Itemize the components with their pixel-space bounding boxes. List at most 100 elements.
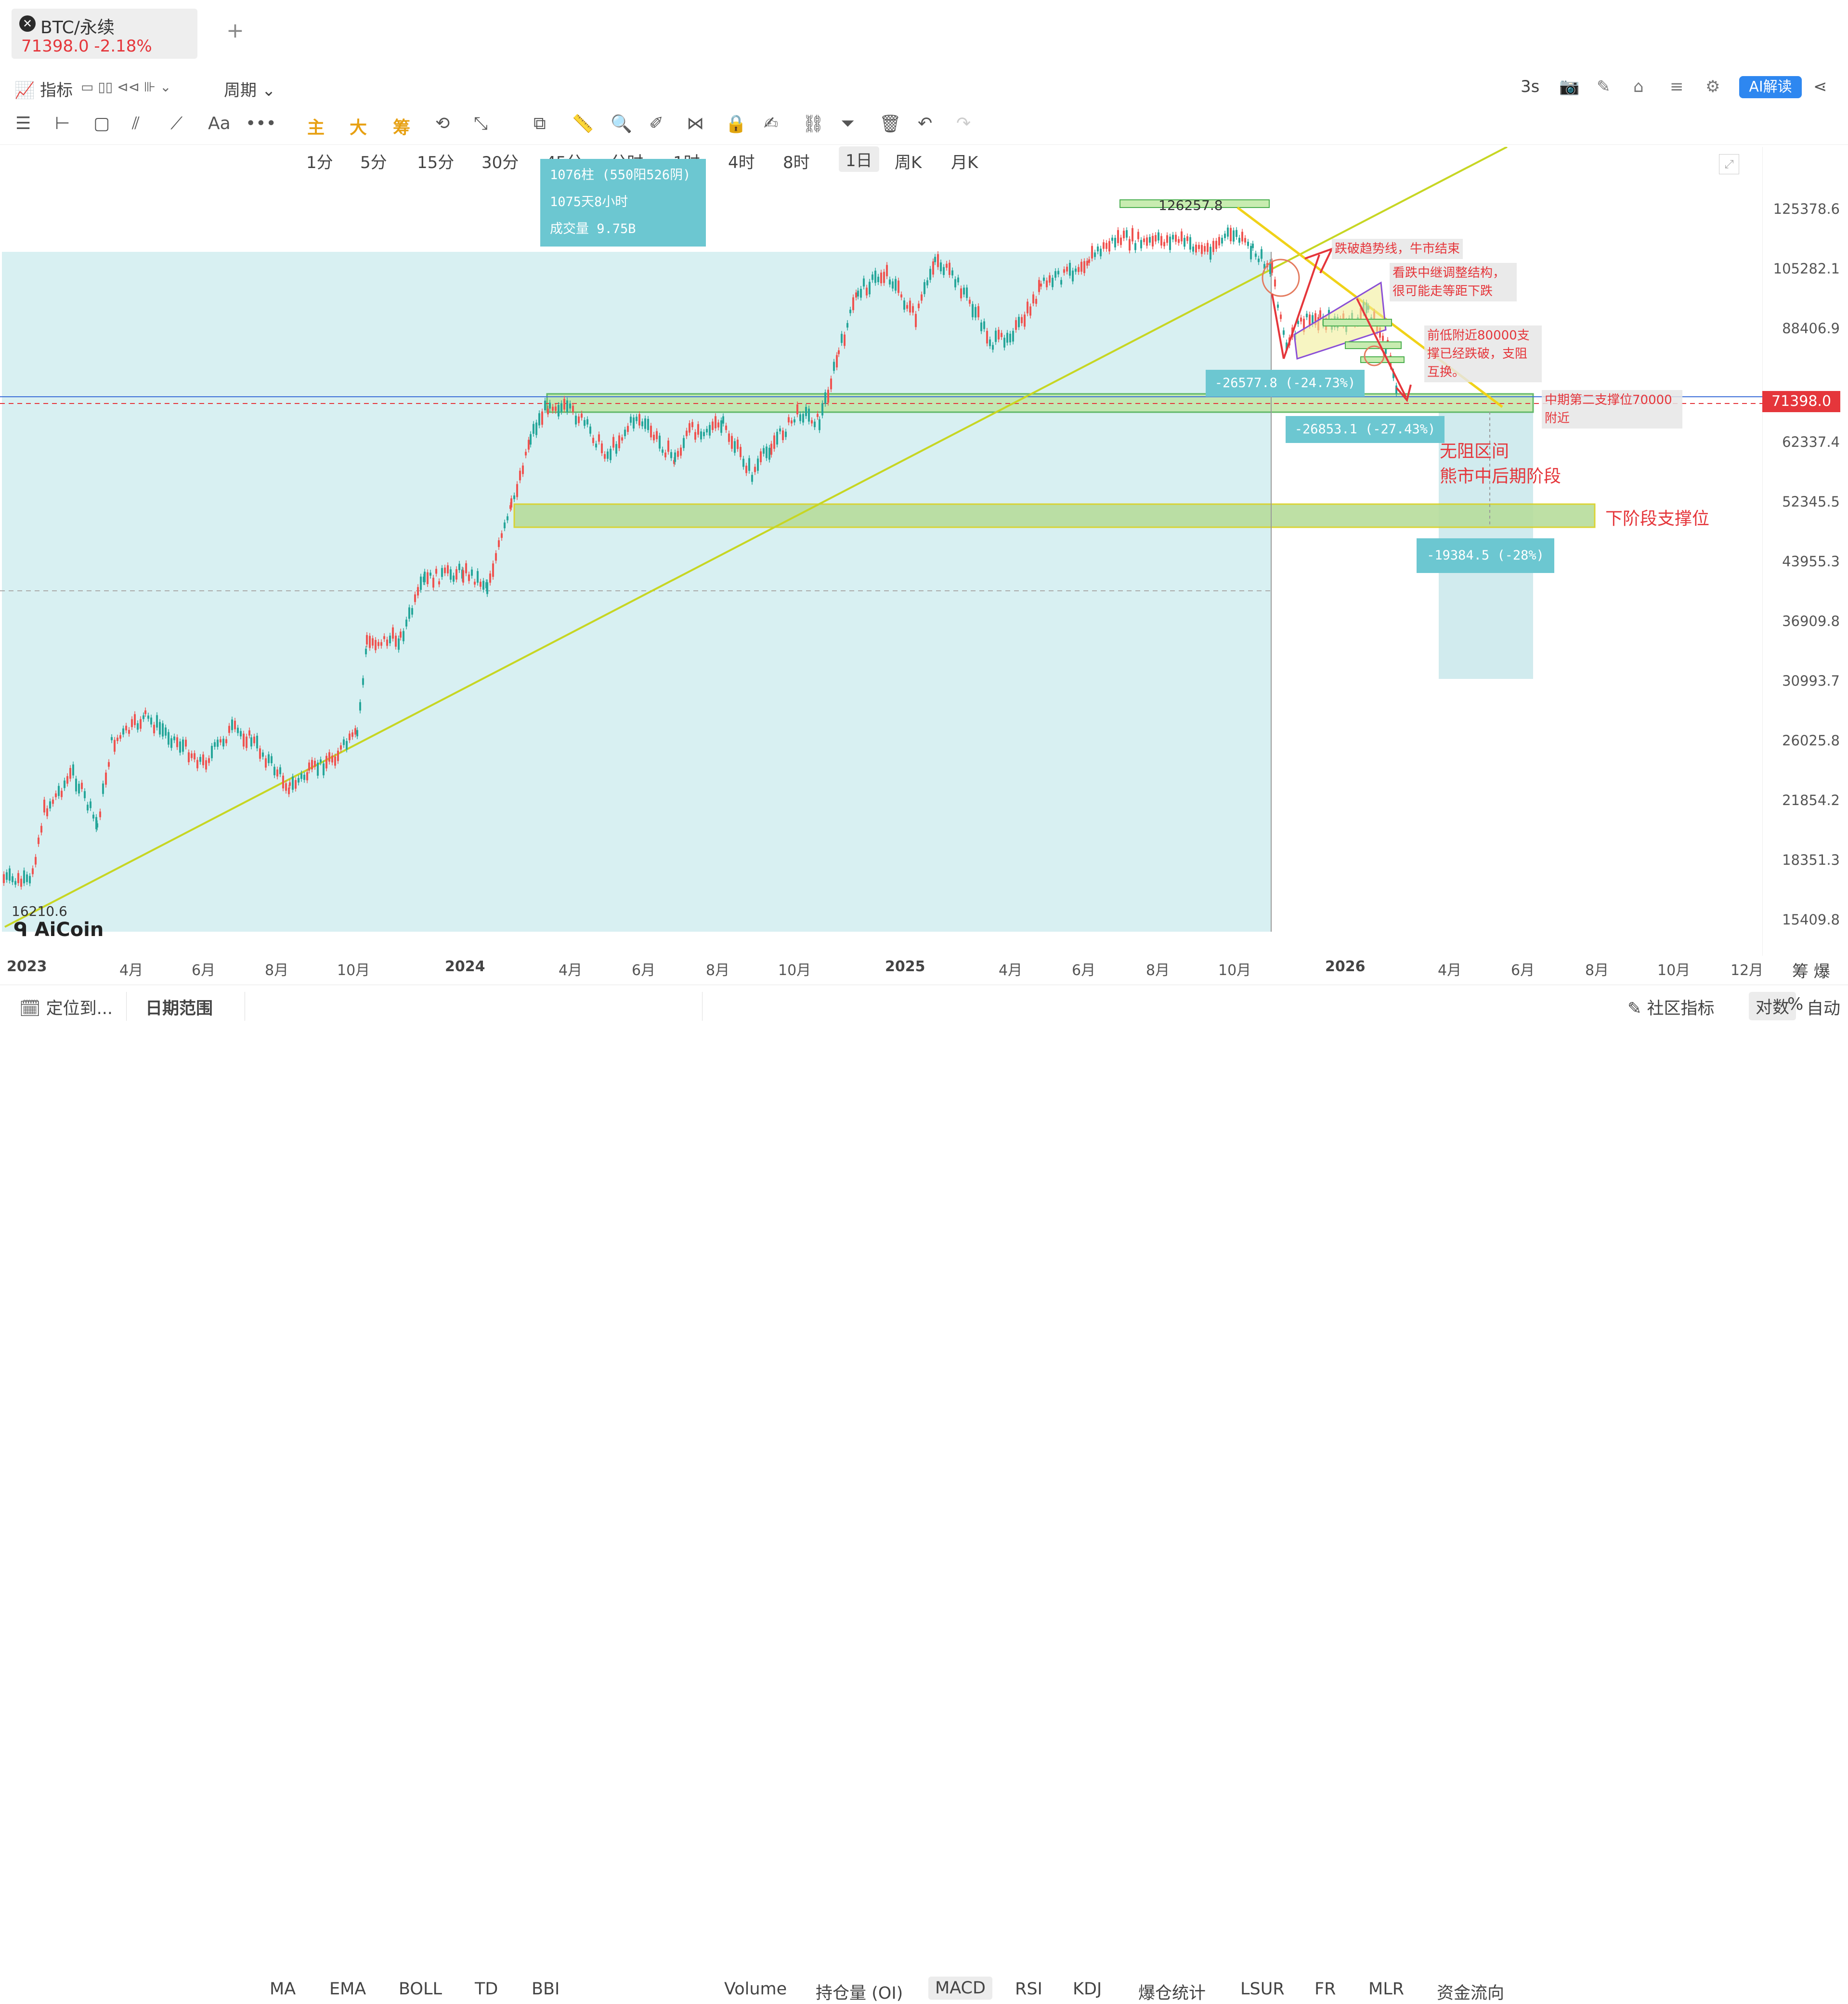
sub-indicator-0[interactable]: Volume [724, 1979, 787, 1999]
magnet-icon[interactable]: ⋈ [687, 114, 704, 133]
ruler-icon[interactable]: 📏 [572, 114, 594, 134]
candle [489, 573, 491, 583]
interval-2[interactable]: 15分 [417, 153, 455, 172]
candle [547, 408, 549, 415]
rectangle-icon[interactable]: ▢ [93, 114, 110, 133]
measure-icon[interactable]: ⤡ [474, 114, 488, 133]
price-axis[interactable]: 125378.6 105282.1 88406.9 62337.4 52345.5 439… [1762, 147, 1848, 956]
interval-0[interactable]: 1分 [306, 153, 333, 172]
interval-10[interactable]: 周K [895, 153, 922, 172]
period-dropdown[interactable]: 周期 ⌄ [224, 77, 275, 101]
interval-7[interactable]: 4时 [728, 153, 755, 172]
candle [480, 582, 482, 587]
ai-analysis-button[interactable]: AI解读 [1739, 76, 1802, 98]
layout-icons[interactable]: ▭ ▯▯ ⊲⊲ ⊪ ⌄ [81, 79, 171, 95]
candle [69, 768, 71, 779]
candle [757, 458, 759, 471]
camera-icon[interactable]: 📷 [1559, 77, 1580, 96]
trash-icon[interactable]: 🗑 [879, 114, 901, 134]
percent-toggle[interactable]: % [1787, 995, 1804, 1014]
auto-scale-toggle[interactable]: 自动 [1807, 999, 1841, 1018]
sub-indicator-5[interactable]: 爆仓统计 [1138, 1984, 1206, 2003]
main-indicator-ma[interactable]: MA [270, 1979, 296, 1999]
sub-indicator-4[interactable]: KDJ [1073, 1979, 1102, 1999]
more-tools-button[interactable]: ••• [246, 114, 276, 133]
link-icon[interactable]: ⛓ [802, 114, 824, 134]
zoom-icon[interactable]: 🔍 [611, 114, 632, 134]
support-break-circle [1364, 345, 1385, 366]
big-order-toggle[interactable]: 大 [350, 118, 367, 138]
add-tab-button[interactable]: + [226, 18, 244, 43]
copy-icon[interactable]: ⧉ [534, 114, 546, 133]
indicator-button[interactable]: 📈 指标 [14, 77, 73, 101]
alert-icon[interactable]: ⌂ [1633, 77, 1644, 96]
y-tick-label: 26025.8 [1782, 732, 1840, 749]
expand-icon[interactable]: ⤢ [1719, 154, 1739, 174]
sub-indicator-3[interactable]: RSI [1015, 1979, 1042, 1999]
community-indicator-button[interactable]: ✎ 社区指标 [1627, 995, 1714, 1019]
axis-extra-toggles[interactable]: 筹 爆 [1792, 962, 1830, 981]
interval-11[interactable]: 月K [951, 153, 978, 172]
sub-indicator-8[interactable]: MLR [1368, 1979, 1405, 1999]
refresh-rate[interactable]: 3s [1521, 77, 1540, 96]
main-indicator-boll[interactable]: BOLL [399, 1979, 442, 1999]
x-tick-label: 2023 [7, 958, 47, 975]
interval-1[interactable]: 5分 [360, 153, 387, 172]
sub-indicator-7[interactable]: FR [1314, 1979, 1336, 1999]
redo-icon[interactable]: ↷ [956, 114, 971, 133]
interval-9[interactable]: 1日 [839, 146, 879, 172]
candle [1312, 315, 1314, 325]
candle [592, 438, 594, 443]
measure-box-3: -19384.5 (-28%) [1417, 538, 1554, 573]
list-icon[interactable]: ≡ [1670, 77, 1684, 96]
undo-icon[interactable]: ↶ [918, 114, 933, 133]
sub-indicator-1[interactable]: 持仓量 (OI) [816, 1984, 903, 2003]
pencil-icon[interactable]: ✎ [1597, 77, 1611, 96]
candle [1244, 238, 1246, 243]
text-tool-button[interactable]: Aa [208, 114, 231, 133]
brush-icon[interactable]: ✐ [649, 114, 664, 133]
candle [1040, 284, 1042, 287]
candle [740, 447, 742, 457]
candle [108, 762, 110, 767]
sync-icon[interactable]: ⟲ [435, 114, 450, 133]
symbol-tab[interactable]: ✕ BTC/永续 71398.0 -2.18% [12, 9, 197, 59]
candle [1080, 261, 1082, 272]
close-icon[interactable]: ✕ [19, 15, 36, 32]
parallel-lines-icon[interactable]: ⫽ [132, 114, 140, 133]
log-scale-toggle[interactable]: 对数 [1749, 992, 1796, 1020]
goto-button[interactable]: 🗓 定位到... [19, 995, 113, 1019]
candle [119, 735, 121, 739]
candle [1286, 342, 1288, 351]
candle [604, 454, 606, 459]
low-label: 16210.6 [12, 903, 67, 919]
main-chart-toggle[interactable]: 主 [307, 118, 325, 138]
candle [1215, 241, 1217, 249]
trend-line-icon[interactable]: ⟋ [170, 114, 183, 133]
info-duration: 1075天8小时 [550, 195, 628, 209]
candle [1300, 317, 1302, 322]
settings-icon[interactable]: ⚙ [1705, 77, 1720, 96]
main-indicator-ema[interactable]: EMA [329, 1979, 366, 1999]
share-icon[interactable]: ⋖ [1813, 77, 1827, 96]
edit-icon[interactable]: ✍ [764, 114, 779, 133]
interval-8[interactable]: 8时 [783, 153, 810, 172]
sub-indicator-9[interactable]: 资金流向 [1437, 1984, 1505, 2003]
filter-icon[interactable]: ⏷ [841, 114, 855, 133]
candle [748, 458, 750, 471]
candle [1207, 243, 1209, 252]
menu-icon[interactable]: ☰ [15, 114, 31, 133]
sub-indicator-6[interactable]: LSUR [1240, 1979, 1285, 1999]
lock-icon[interactable]: 🔒 [725, 114, 747, 134]
horizontal-line-icon[interactable]: ⊢ [55, 114, 70, 133]
chips-toggle[interactable]: 筹 [393, 118, 411, 138]
candle [228, 726, 230, 733]
date-range-button[interactable]: 日期范围 [145, 999, 213, 1018]
interval-3[interactable]: 30分 [482, 153, 519, 172]
candlestick-chart[interactable] [0, 147, 1762, 956]
candle [799, 414, 801, 421]
main-indicator-td[interactable]: TD [475, 1979, 498, 1999]
candle [205, 760, 207, 770]
main-indicator-bbi[interactable]: BBI [532, 1979, 560, 1999]
sub-indicator-2[interactable]: MACD [928, 1977, 992, 2000]
